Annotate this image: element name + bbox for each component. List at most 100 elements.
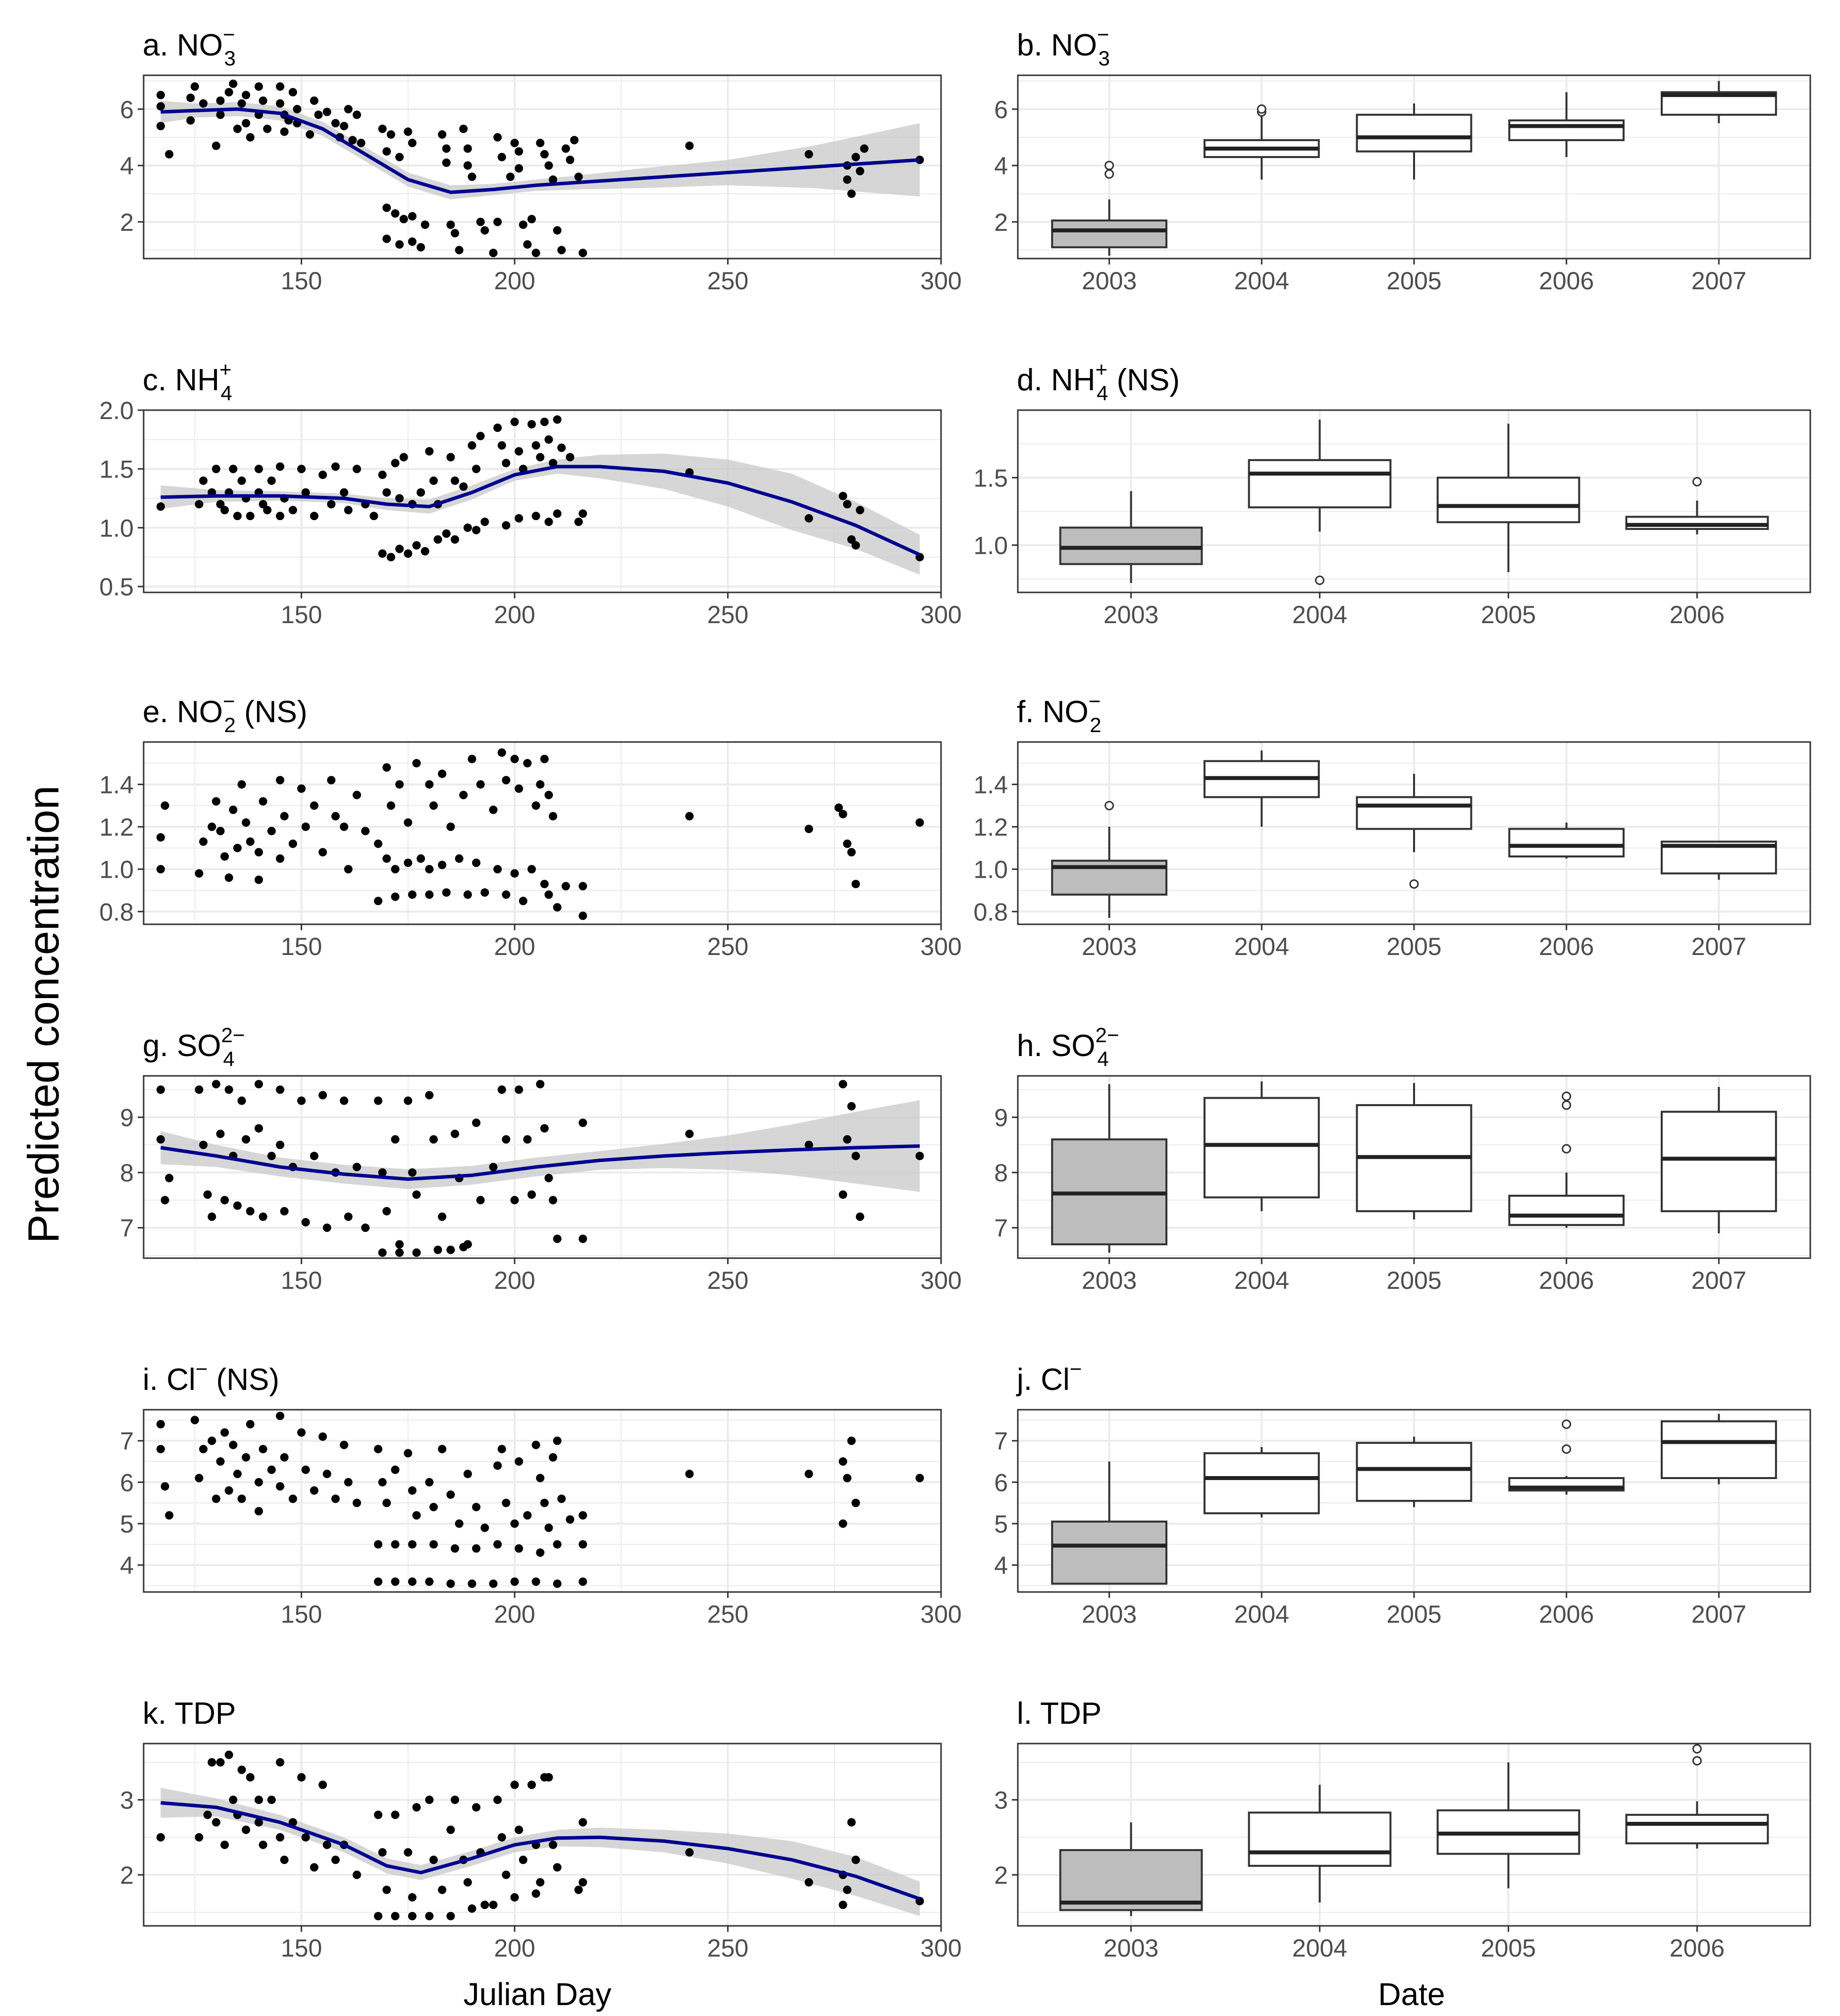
data-point xyxy=(237,99,246,108)
data-point xyxy=(208,1436,216,1445)
data-point xyxy=(493,217,502,226)
panel-title-sub: 3 xyxy=(224,47,235,70)
data-point xyxy=(254,1080,263,1089)
data-point xyxy=(233,1201,242,1210)
y-tick-label: 0.8 xyxy=(99,898,134,926)
data-point xyxy=(425,1796,434,1804)
box-body xyxy=(1356,796,1472,830)
y-tick-label: 1.4 xyxy=(973,771,1008,799)
data-point xyxy=(301,488,310,497)
data-point xyxy=(502,1498,511,1507)
panel-title-sub: 4 xyxy=(221,381,232,405)
panel-title-letter: c. xyxy=(143,363,175,397)
data-point xyxy=(540,1124,549,1133)
data-point xyxy=(242,1825,251,1834)
data-point xyxy=(242,91,251,100)
data-point xyxy=(578,1577,587,1586)
data-point xyxy=(374,1911,383,1920)
data-point xyxy=(374,1540,383,1549)
data-point xyxy=(267,1796,276,1804)
data-point xyxy=(224,1085,233,1094)
y-tick-label: 7 xyxy=(120,1428,134,1455)
data-point xyxy=(425,1911,434,1920)
data-point xyxy=(242,1453,251,1462)
panel-title-sub: 2 xyxy=(224,713,235,737)
data-point xyxy=(408,1540,417,1549)
data-point xyxy=(549,812,558,821)
data-point xyxy=(561,144,570,153)
data-point xyxy=(472,465,481,474)
data-point xyxy=(839,1457,847,1466)
data-point xyxy=(386,130,395,139)
data-point xyxy=(417,854,425,863)
box-body xyxy=(1508,828,1625,858)
data-point xyxy=(288,839,297,848)
y-tick-label: 4 xyxy=(994,152,1008,180)
data-point xyxy=(536,139,545,148)
data-point xyxy=(267,1152,276,1161)
panel-title-c: c. NH+ 4 xyxy=(143,358,232,405)
y-tick-label: 1.0 xyxy=(973,532,1008,560)
panel-title-suffix: (NS) xyxy=(1108,363,1180,397)
data-point xyxy=(570,136,579,145)
data-point xyxy=(480,1901,489,1910)
data-point xyxy=(544,1523,553,1532)
data-point xyxy=(246,1420,255,1429)
data-point xyxy=(574,172,583,181)
y-tick-label: 9 xyxy=(994,1104,1008,1132)
data-point xyxy=(208,822,216,831)
data-point xyxy=(378,549,387,558)
data-point xyxy=(549,175,558,184)
data-point xyxy=(344,105,353,113)
data-point xyxy=(446,1490,455,1499)
data-point xyxy=(493,133,502,142)
data-point xyxy=(276,1758,285,1767)
data-point xyxy=(382,1885,391,1894)
box-outlier xyxy=(1104,169,1114,179)
data-point xyxy=(502,890,511,899)
box-outlier xyxy=(1562,1100,1572,1110)
data-point xyxy=(310,801,318,810)
x-tick-label: 250 xyxy=(707,267,748,295)
data-point xyxy=(404,858,413,867)
data-point xyxy=(322,1470,331,1479)
data-point xyxy=(549,1840,558,1849)
data-point xyxy=(493,1796,502,1804)
data-point xyxy=(515,1457,524,1466)
data-point xyxy=(544,890,553,899)
panel-title-ion: NH xyxy=(175,363,219,397)
data-point xyxy=(259,1444,267,1453)
box-body xyxy=(1661,1420,1777,1480)
data-point xyxy=(203,1190,212,1199)
data-point xyxy=(463,144,472,153)
data-point xyxy=(502,521,511,530)
data-point xyxy=(476,217,485,226)
data-point xyxy=(557,1494,566,1503)
panel-k: k. TDP 2 3 150 200 250 300 xyxy=(120,1697,962,1962)
data-point xyxy=(276,776,285,785)
data-point xyxy=(276,1482,285,1491)
data-point xyxy=(280,127,289,136)
data-point xyxy=(847,848,856,857)
data-point xyxy=(331,812,340,821)
data-point xyxy=(280,1453,289,1462)
data-point xyxy=(429,1135,438,1144)
panel-title-ion: NO xyxy=(1043,695,1089,729)
data-point xyxy=(523,1135,532,1144)
data-point xyxy=(322,1223,331,1232)
data-point xyxy=(438,1212,447,1221)
y-tick-label: 2 xyxy=(994,209,1008,236)
data-point xyxy=(160,1482,169,1491)
data-point xyxy=(442,158,451,167)
data-point xyxy=(578,1540,587,1549)
data-point xyxy=(254,1507,263,1516)
x-tick-label: 150 xyxy=(281,601,322,629)
data-point xyxy=(276,512,285,521)
data-point xyxy=(408,1168,417,1177)
data-point xyxy=(429,476,438,485)
x-tick-label: 2004 xyxy=(1234,933,1289,960)
data-point xyxy=(374,897,383,905)
data-point xyxy=(855,506,864,515)
data-point xyxy=(378,1168,387,1177)
